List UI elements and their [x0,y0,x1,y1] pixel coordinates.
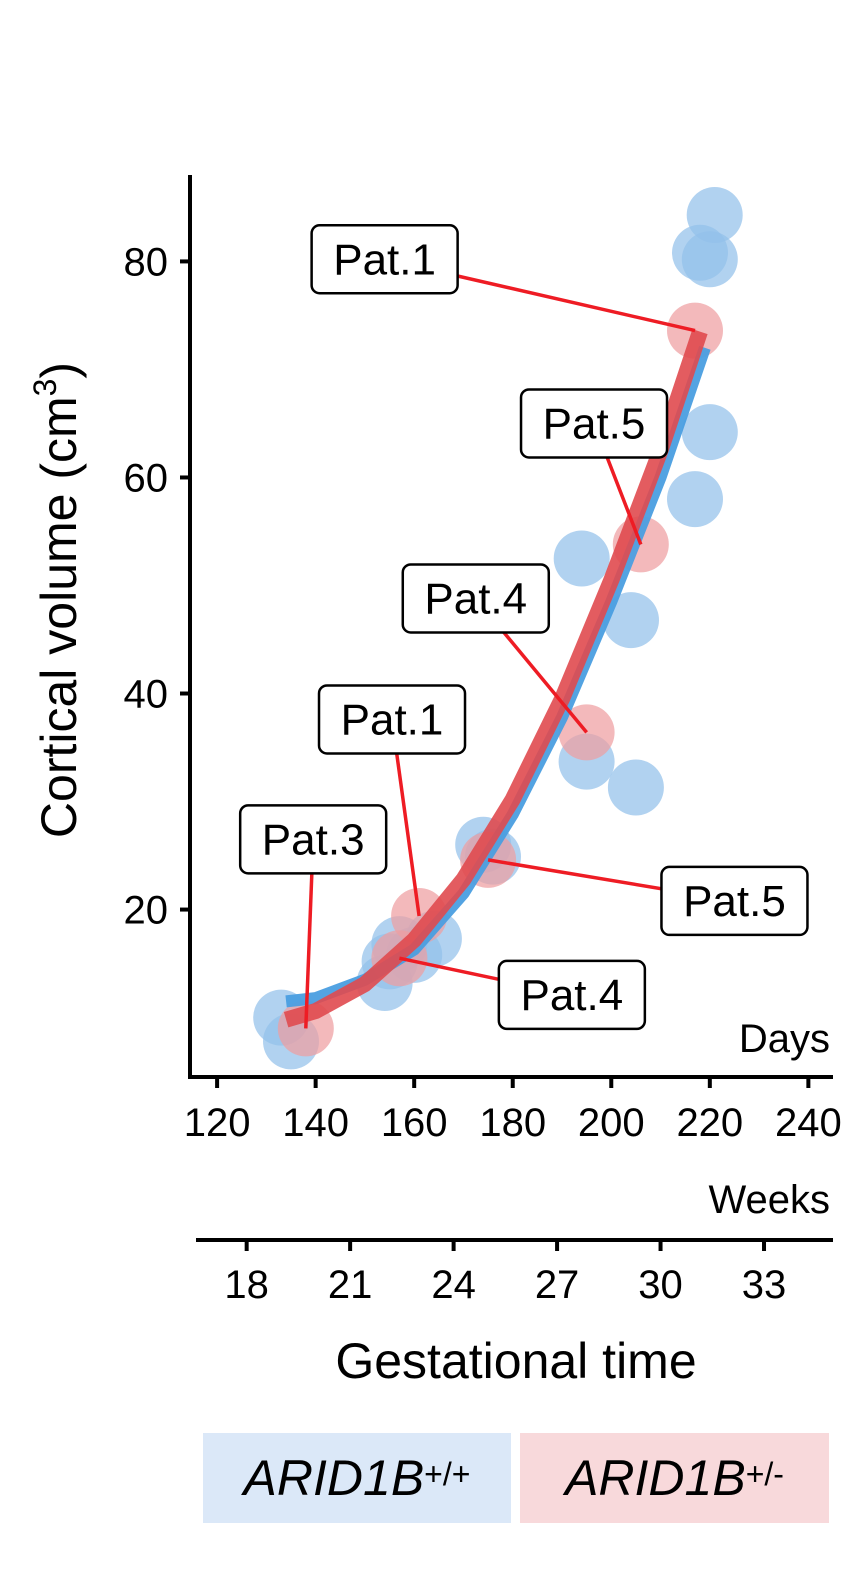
legend-het-sup: +/- [745,1455,784,1492]
x-week-tick-label-33: 33 [742,1263,787,1307]
y-tick-label-60: 60 [124,456,169,500]
annotation-box-5 [660,865,809,937]
y-axis-title-close: ) [31,362,87,379]
y-axis-title: Cortical volume (cm3) [27,362,87,838]
control-point-11 [603,592,659,649]
weeks-axis-label: Weeks [708,1178,830,1222]
annotation-label-3: Pat.1 [341,695,444,744]
control-point-16 [681,404,738,461]
legend-control-sup: +/+ [424,1455,471,1492]
y-tick-label-20: 20 [124,889,169,933]
x-day-tick-label-160: 160 [381,1101,448,1145]
annotation-box-0 [310,224,459,295]
annotation-label-1: Pat.5 [543,399,646,448]
control-point-9 [553,530,610,587]
annotations: Pat.1 Pat.5 Pat.4 Pat.1 Pat.3 Pat.5 Pat.4 [238,224,809,1031]
x-week-tick-label-21: 21 [328,1263,373,1307]
x-day-tick-label-200: 200 [578,1101,645,1145]
fit-curves [283,329,711,1028]
annotation-label-0: Pat.1 [333,235,436,284]
x-week-tick-label-24: 24 [431,1263,476,1307]
x-day-tick-label-220: 220 [676,1101,743,1145]
y-tick-label-80: 80 [124,240,169,284]
annotation-label-5: Pat.5 [683,877,786,926]
x-axis-title: Gestational time [335,1333,696,1389]
days-axis-label: Days [739,1017,830,1061]
x-day-tick-label-120: 120 [184,1101,251,1145]
annotation-box-1 [519,388,669,459]
x-day-tick-label-180: 180 [479,1101,546,1145]
x-day-tick-label-240: 240 [775,1101,842,1145]
x-day-tick-label-140: 140 [282,1101,349,1145]
control-point-17 [686,187,743,243]
het-fit-curve [283,329,708,1028]
axes [188,175,833,1242]
control-point-12 [607,759,664,816]
legend-het: ARID1B +/- [520,1433,829,1523]
legend-control-label: ARID1B [243,1450,425,1506]
annotation-label-6: Pat.4 [520,971,623,1020]
y-axis-title-main: Cortical volume (cm [31,396,87,838]
control-point-15 [681,231,738,288]
annotation-label-2: Pat.4 [424,574,527,623]
x-week-tick-label-27: 27 [535,1263,580,1307]
annotation-box-4 [238,804,388,875]
x-week-tick-label-18: 18 [224,1263,269,1307]
annotation-box-2 [401,563,551,634]
annotation-label-4: Pat.3 [262,815,365,864]
legend-control: ARID1B +/+ [203,1433,511,1523]
annotation-box-3 [317,684,467,755]
ticks: 20 40 60 80 120 140 160 180 200 220 240 18 21 24 27 30 3… [124,240,842,1307]
x-week-tick-label-30: 30 [638,1263,683,1307]
legend-het-label: ARID1B [565,1450,746,1506]
y-axis-title-sup: 3 [27,379,63,397]
annotation-box-6 [497,959,647,1031]
y-tick-label-40: 40 [124,673,169,717]
control-point-13 [667,471,723,528]
